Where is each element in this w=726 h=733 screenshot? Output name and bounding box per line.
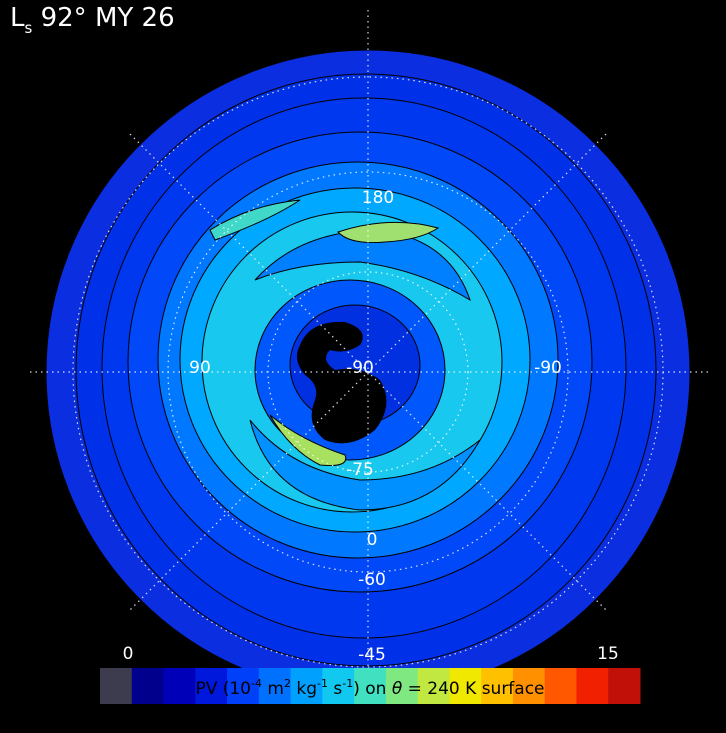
caption-part: -4 [251, 677, 262, 690]
caption-part: kg [291, 679, 317, 699]
figure: Ls 92° MY 26 180 90 -90 -90 -75 0 -60 -45 0 15 PV… [0, 0, 726, 733]
colorbar-segment [545, 668, 577, 704]
title-text: 92° MY 26 [32, 3, 174, 33]
map-label: 0 [367, 530, 378, 550]
colorbar-caption: PV (10-4 m2 kg-1 s-1) on θ = 240 K surfa… [195, 677, 544, 699]
colorbar-segment [164, 668, 196, 704]
caption-part: 2 [284, 677, 291, 690]
caption-part: -1 [342, 677, 353, 690]
map-label: 90 [189, 358, 211, 378]
colorbar-segment [608, 668, 640, 704]
colorbar-segment [100, 668, 132, 704]
caption-part: = 240 K surface [402, 679, 544, 699]
map-label: 180 [362, 188, 394, 208]
caption-part: s [328, 679, 342, 699]
caption-part: θ [392, 679, 403, 699]
caption-part: PV (10 [195, 679, 251, 699]
map-label: -90 [534, 358, 562, 378]
colorbar-segment [576, 668, 608, 704]
caption-part: ) on [353, 679, 392, 699]
panel-title: Ls 92° MY 26 [10, 3, 175, 37]
map-label: -45 [358, 645, 386, 665]
title-subscript: s [25, 19, 33, 37]
colorbar-tick-label: 15 [597, 644, 619, 664]
map-label: -60 [358, 570, 386, 590]
title-text: L [10, 3, 25, 33]
colorbar-tick-label: 0 [123, 644, 134, 664]
map-label: -90 [346, 358, 374, 378]
map-label: -75 [346, 460, 374, 480]
caption-part: -1 [317, 677, 328, 690]
caption-part: m [262, 679, 284, 699]
colorbar-segment [132, 668, 164, 704]
